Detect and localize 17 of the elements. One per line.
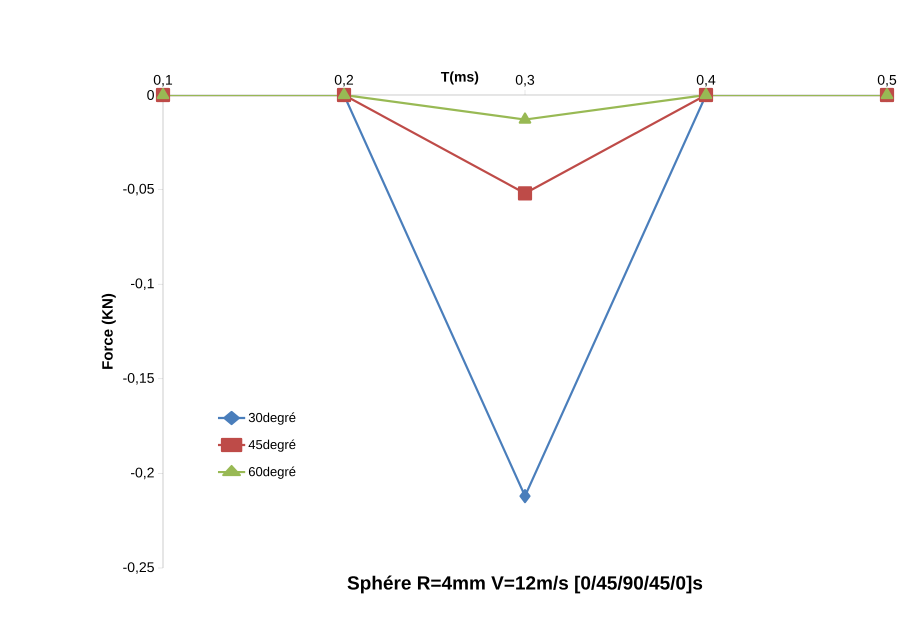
x-tick-label: 0,2 xyxy=(334,74,354,86)
y-tick-label: -0,1 xyxy=(130,278,154,290)
x-tick-label: 0,5 xyxy=(878,74,896,86)
legend-label: 45degré xyxy=(248,439,296,452)
y-tick-label: -0,25 xyxy=(123,562,154,574)
legend-label: 60degré xyxy=(248,466,296,479)
x-tick-label: 0,1 xyxy=(154,74,172,86)
x-tick-label: 0,4 xyxy=(696,74,716,86)
y-tick-label: -0,05 xyxy=(123,184,154,196)
y-axis-title: Force (KN) xyxy=(102,294,116,369)
y-tick-label: -0,15 xyxy=(123,373,154,385)
y-tick-label: 0 xyxy=(147,90,154,100)
x-axis-title: T(ms) xyxy=(440,71,478,84)
x-tick-label: 0,3 xyxy=(516,74,534,86)
legend-label: 30degré xyxy=(248,412,296,425)
text: Sphére R=4mm V=12m/s [0/45/90/45/0]s xyxy=(348,576,702,594)
y-tick-label: -0,2 xyxy=(130,468,154,480)
